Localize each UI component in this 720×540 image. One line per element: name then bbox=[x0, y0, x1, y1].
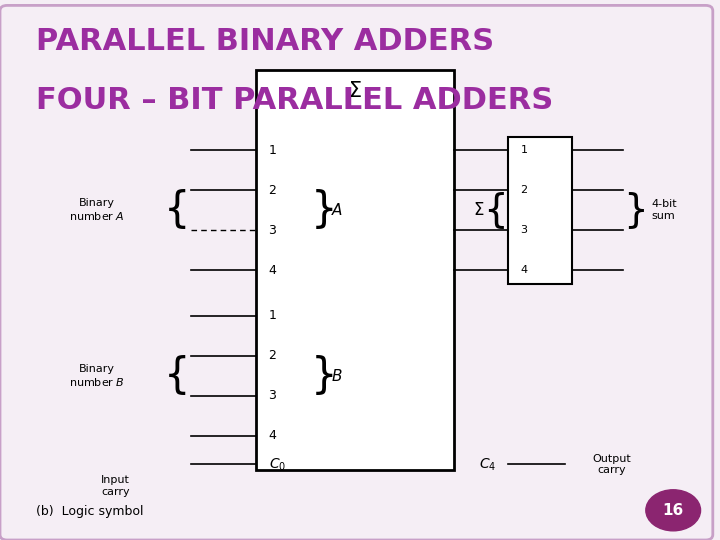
Text: 4-bit
sum: 4-bit sum bbox=[652, 199, 678, 221]
Bar bbox=[256, 70, 454, 470]
Text: $A$: $A$ bbox=[331, 202, 343, 218]
Text: 1: 1 bbox=[521, 145, 528, 155]
Text: 2: 2 bbox=[269, 349, 276, 362]
Text: $C_4$: $C_4$ bbox=[479, 456, 496, 472]
Text: }: } bbox=[623, 191, 647, 229]
Text: 1: 1 bbox=[269, 309, 276, 322]
Bar bbox=[508, 137, 572, 284]
Text: FOUR – BIT PARALLEL ADDERS: FOUR – BIT PARALLEL ADDERS bbox=[36, 86, 553, 116]
Text: Binary
number $B$: Binary number $B$ bbox=[69, 364, 125, 388]
Text: 4: 4 bbox=[269, 429, 276, 442]
Text: $\Sigma$: $\Sigma$ bbox=[348, 81, 361, 101]
Text: {: { bbox=[164, 355, 191, 397]
FancyBboxPatch shape bbox=[0, 5, 713, 540]
Text: $B$: $B$ bbox=[331, 368, 343, 384]
Text: $\Sigma$: $\Sigma$ bbox=[473, 201, 485, 219]
Text: 16: 16 bbox=[662, 503, 684, 518]
Text: Binary
number $A$: Binary number $A$ bbox=[69, 198, 125, 222]
Text: 3: 3 bbox=[269, 224, 276, 237]
Text: (b)  Logic symbol: (b) Logic symbol bbox=[36, 505, 143, 518]
Text: 2: 2 bbox=[269, 184, 276, 197]
Text: }: } bbox=[311, 189, 338, 231]
Text: }: } bbox=[311, 355, 338, 397]
Text: 3: 3 bbox=[521, 225, 528, 235]
Text: $C_0$: $C_0$ bbox=[269, 456, 286, 472]
Text: Output
carry: Output carry bbox=[593, 454, 631, 475]
Text: 4: 4 bbox=[269, 264, 276, 276]
Text: 3: 3 bbox=[269, 389, 276, 402]
Text: PARALLEL BINARY ADDERS: PARALLEL BINARY ADDERS bbox=[36, 27, 494, 56]
Text: 2: 2 bbox=[521, 185, 528, 195]
Text: Input
carry: Input carry bbox=[101, 475, 130, 497]
Text: 4: 4 bbox=[521, 265, 528, 275]
Circle shape bbox=[646, 490, 701, 531]
Text: {: { bbox=[483, 191, 508, 229]
Text: 1: 1 bbox=[269, 144, 276, 157]
Text: {: { bbox=[164, 189, 191, 231]
